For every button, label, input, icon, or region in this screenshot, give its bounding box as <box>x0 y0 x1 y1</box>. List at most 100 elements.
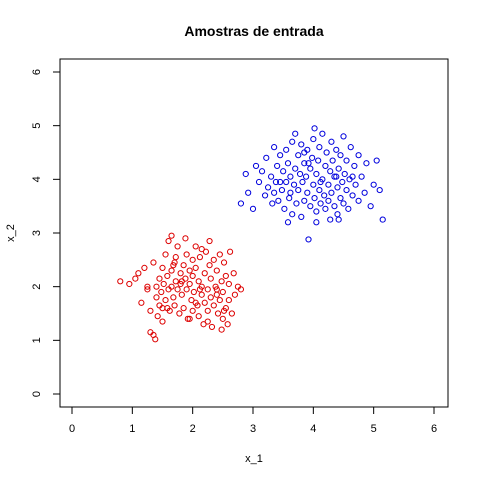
data-point-series-1 <box>171 302 178 309</box>
data-point-series-2 <box>289 138 296 145</box>
data-point-series-1 <box>152 336 159 343</box>
data-point-series-2 <box>237 200 245 207</box>
data-point-series-2 <box>341 170 348 178</box>
data-point-series-1 <box>201 270 208 277</box>
data-point-series-2 <box>361 189 368 196</box>
data-point-series-1 <box>196 286 204 293</box>
data-point-series-1 <box>183 251 190 258</box>
data-point-series-2 <box>281 205 288 212</box>
data-point-series-1 <box>204 307 211 314</box>
data-point-series-1 <box>225 280 232 288</box>
data-point-series-2 <box>269 200 276 207</box>
data-point-series-2 <box>335 165 342 172</box>
data-point-series-2 <box>345 205 352 212</box>
data-point-series-2 <box>283 178 290 186</box>
data-point-series-2 <box>343 157 350 164</box>
data-point-series-2 <box>317 200 324 207</box>
chart-title: Amostras de entrada <box>184 23 323 39</box>
data-point-series-1 <box>183 286 190 293</box>
data-point-series-1 <box>222 272 229 280</box>
data-point-series-2 <box>352 181 359 188</box>
y-tick-label: 2 <box>31 284 43 290</box>
data-point-series-2 <box>315 157 322 164</box>
data-point-series-2 <box>349 192 356 199</box>
data-point-series-2 <box>298 141 305 148</box>
data-point-series-2 <box>280 168 287 175</box>
data-point-series-1 <box>172 278 179 285</box>
data-point-series-2 <box>283 146 290 153</box>
y-axis-label: x_2 <box>5 224 17 242</box>
y-tick-label: 5 <box>31 123 43 129</box>
data-point-series-1 <box>196 254 204 261</box>
data-point-series-2 <box>355 152 362 159</box>
data-point-series-1 <box>182 235 189 242</box>
data-point-series-2 <box>333 146 340 153</box>
data-point-series-2 <box>334 184 341 191</box>
data-point-series-2 <box>379 216 386 223</box>
data-point-series-2 <box>373 157 380 164</box>
data-point-series-1 <box>225 296 232 304</box>
data-point-series-1 <box>210 302 217 309</box>
data-point-series-2 <box>325 197 332 204</box>
data-point-series-1 <box>159 305 166 312</box>
data-point-series-1 <box>208 323 216 331</box>
data-point-series-2 <box>309 154 316 161</box>
data-point-series-1 <box>159 318 166 325</box>
data-point-series-1 <box>178 291 185 298</box>
data-point-series-2 <box>305 236 312 243</box>
data-point-series-2 <box>252 162 260 170</box>
data-point-series-2 <box>242 170 249 178</box>
data-point-series-2 <box>321 192 328 199</box>
plot-frame <box>59 58 449 408</box>
data-point-series-2 <box>340 133 347 140</box>
data-point-series-1 <box>162 251 169 258</box>
data-point-series-1 <box>154 313 161 320</box>
data-point-series-1 <box>180 305 187 312</box>
data-point-series-1 <box>213 291 220 298</box>
data-point-series-2 <box>274 162 281 170</box>
data-point-series-1 <box>214 310 222 317</box>
data-point-series-2 <box>295 186 302 194</box>
data-point-series-1 <box>177 270 184 277</box>
y-tick-label: 0 <box>31 391 43 397</box>
data-point-series-2 <box>293 200 300 207</box>
data-point-series-1 <box>192 264 199 271</box>
data-point-series-1 <box>216 251 223 258</box>
data-point-series-2 <box>327 216 334 223</box>
data-point-series-2 <box>301 197 308 204</box>
data-point-series-1 <box>204 318 211 325</box>
data-point-series-2 <box>268 173 275 180</box>
data-point-series-2 <box>335 216 342 223</box>
data-point-series-2 <box>301 149 308 156</box>
data-point-series-2 <box>255 178 263 186</box>
data-point-series-1 <box>224 321 231 328</box>
data-point-series-1 <box>158 288 165 296</box>
x-tick-label: 2 <box>190 423 196 435</box>
data-point-series-2 <box>340 200 347 207</box>
x-axis: 0 1 2 3 4 5 6 <box>69 407 437 435</box>
data-point-series-2 <box>284 160 292 167</box>
data-point-series-2 <box>258 168 266 175</box>
data-point-series-2 <box>328 138 335 145</box>
data-point-series-1 <box>174 243 181 250</box>
data-point-series-2 <box>299 178 306 186</box>
data-point-series-2 <box>322 205 329 212</box>
data-point-series-1 <box>216 296 223 304</box>
data-point-series-1 <box>213 286 220 293</box>
data-point-series-2 <box>310 135 317 143</box>
data-point-series-2 <box>327 168 334 175</box>
data-point-series-2 <box>331 203 338 210</box>
data-point-series-2 <box>245 189 252 196</box>
data-point-series-1 <box>220 307 228 314</box>
data-point-series-2 <box>311 195 318 202</box>
data-point-series-1 <box>237 286 245 293</box>
data-points <box>117 125 386 343</box>
data-point-series-1 <box>186 315 193 322</box>
data-point-series-2 <box>263 154 270 161</box>
data-point-series-2 <box>339 178 346 186</box>
data-point-series-2 <box>304 189 311 196</box>
data-point-series-2 <box>328 189 335 196</box>
data-point-series-1 <box>198 246 205 253</box>
data-point-series-2 <box>358 173 365 180</box>
data-point-series-2 <box>311 125 318 132</box>
